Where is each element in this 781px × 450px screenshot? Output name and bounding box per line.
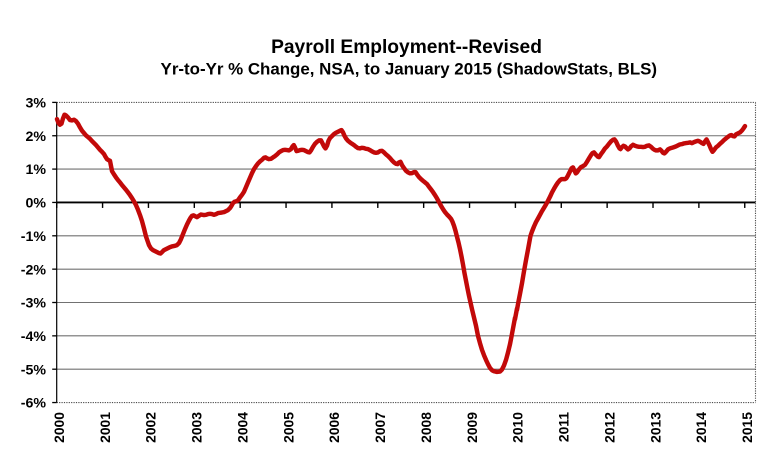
svg-text:0%: 0% <box>25 196 46 212</box>
svg-text:Payroll Employment--Revised: Payroll Employment--Revised <box>271 37 542 58</box>
svg-text:2002: 2002 <box>143 412 159 443</box>
svg-text:2007: 2007 <box>372 412 388 443</box>
svg-text:2009: 2009 <box>464 412 480 443</box>
svg-text:2001: 2001 <box>97 412 113 443</box>
svg-text:2015: 2015 <box>739 412 755 443</box>
svg-text:-5%: -5% <box>21 362 47 378</box>
svg-text:2000: 2000 <box>51 412 67 443</box>
svg-text:2008: 2008 <box>418 412 434 443</box>
svg-text:-6%: -6% <box>21 396 47 412</box>
svg-text:2010: 2010 <box>510 412 526 443</box>
svg-text:2004: 2004 <box>234 412 250 443</box>
svg-text:2%: 2% <box>25 129 46 145</box>
svg-text:-1%: -1% <box>21 229 47 245</box>
svg-text:-2%: -2% <box>21 262 47 278</box>
svg-text:2003: 2003 <box>189 412 205 443</box>
svg-text:2006: 2006 <box>326 412 342 443</box>
svg-text:3%: 3% <box>25 96 46 112</box>
svg-text:-4%: -4% <box>21 329 47 345</box>
svg-text:2014: 2014 <box>693 412 709 443</box>
svg-text:-3%: -3% <box>21 296 47 312</box>
svg-text:2013: 2013 <box>647 412 663 443</box>
svg-text:2011: 2011 <box>556 412 572 442</box>
svg-text:1%: 1% <box>25 162 46 178</box>
svg-text:Yr-to-Yr % Change, NSA, to Jan: Yr-to-Yr % Change, NSA, to January 2015 … <box>161 60 658 79</box>
svg-text:2005: 2005 <box>280 412 296 443</box>
svg-text:2012: 2012 <box>601 412 617 443</box>
